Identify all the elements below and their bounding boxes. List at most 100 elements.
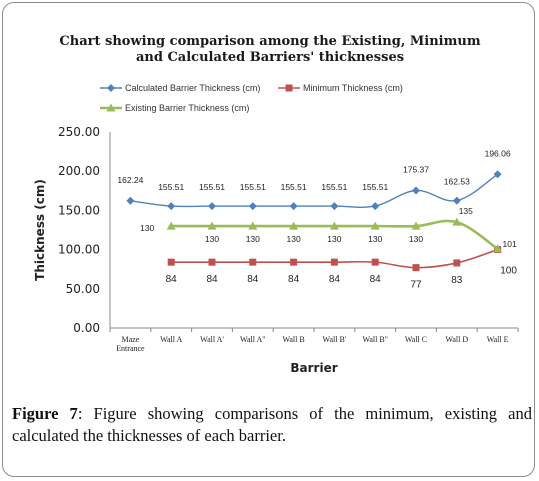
data-labels: 162.24 155.51 155.51 155.51 155.51 155.51 155.… [117,148,517,290]
x-category-label: Wall C [405,335,427,344]
x-category-label: Wall B [282,335,304,344]
legend-marker [285,84,293,92]
legend-label: Calculated Barrier Thickness (cm) [125,83,260,93]
series-1 [126,170,502,211]
data-point [167,202,176,211]
series-line [130,173,498,209]
data-label: 130 [327,234,341,244]
y-tick-label: 200.00 [58,164,100,178]
series-2 [167,246,502,272]
data-point [248,202,257,211]
data-point [370,221,380,230]
data-label: 84 [166,274,178,285]
y-tick-label: 150.00 [58,203,100,217]
data-label: 84 [370,274,382,285]
chart-legend: Calculated Barrier Thickness (cm) Minimum… [100,83,403,113]
x-category-label: Wall D [445,335,468,344]
data-point [371,258,379,266]
data-point [330,202,339,211]
data-label: 130 [205,234,219,244]
data-point [411,221,421,230]
data-label: 155.51 [321,182,347,192]
legend-marker [106,103,116,112]
series-3 [166,217,503,253]
data-label: 162.53 [444,177,470,187]
legend-marker [107,84,115,92]
data-label: 155.51 [240,182,266,192]
x-category-label: Entrance [116,344,145,353]
legend-item: Minimum Thickness (cm) [278,83,403,93]
data-label: 155.51 [158,182,184,192]
x-axis-title: Barrier [290,361,337,375]
data-point [412,186,420,195]
data-label: 155.51 [199,182,225,192]
figure-caption-label: Figure 7 [12,404,78,423]
data-label: 84 [288,274,300,285]
data-point [208,202,216,211]
data-point [371,202,380,211]
chart-title-line-2: and Calculated Barriers' thicknesses [135,50,405,65]
y-axis-title: Thickness (cm) [33,179,47,281]
data-label: 130 [246,234,260,244]
x-category-label: Wall E [487,335,509,344]
x-category-label: Wall A" [240,335,266,344]
x-category-label: Maze [122,335,140,344]
y-tick-label: 100.00 [58,243,100,257]
chart-series [126,170,503,272]
chart-title: Chart showing comparison among the Exist… [40,34,500,66]
legend-item: Calculated Barrier Thickness (cm) [100,83,260,93]
legend-label: Minimum Thickness (cm) [303,83,403,93]
chart-title-line-1: Chart showing comparison among the Exist… [59,34,481,49]
figure-frame [2,2,535,477]
x-category-label: Wall A [160,335,182,344]
data-label: 100 [500,266,517,277]
data-point [126,196,135,205]
figure-caption: Figure 7: Figure showing comparisons of … [12,403,532,447]
legend-label: Existing Barrier Thickness (cm) [125,103,249,113]
data-point [330,258,338,266]
data-label: 83 [451,275,463,286]
data-label: 77 [410,280,422,291]
line-chart: Calculated Barrier Thickness (cm) Minimum… [33,83,519,375]
data-point [453,259,461,267]
data-label: 84 [329,274,341,285]
y-tick-label: 0.00 [73,321,100,335]
data-point [329,221,339,230]
data-point [207,221,217,230]
data-label: 162.24 [117,175,143,185]
data-label: 130 [140,223,154,233]
data-point [248,221,258,230]
x-category-label: Wall B" [362,335,388,344]
data-point [493,170,502,179]
y-tick-label: 50.00 [66,282,100,296]
data-label: 84 [247,274,259,285]
x-category-label: Wall B' [323,335,347,344]
data-point [493,244,503,253]
y-tick-labels: 0.00 50.00 100.00 150.00 200.00 250.00 [58,125,100,335]
data-point [249,258,257,266]
data-point [208,258,216,266]
figure-caption-text: : Figure showing comparisons of the mini… [12,404,532,445]
data-label: 135 [459,206,473,216]
data-point [289,202,298,211]
data-point [167,258,175,266]
data-point [290,258,298,266]
data-label: 130 [287,234,301,244]
data-point [412,264,420,272]
data-label: 101 [503,239,517,249]
data-point [452,196,461,205]
legend-item: Existing Barrier Thickness (cm) [100,103,249,113]
data-label: 175.37 [403,165,429,175]
chart-axes [109,132,518,329]
data-label: 196.06 [485,148,511,158]
data-point [166,221,176,230]
data-label: 155.51 [362,182,388,192]
data-label: 155.51 [281,182,307,192]
x-category-label: Wall A' [200,335,224,344]
y-tick-label: 250.00 [58,125,100,139]
data-point [452,217,462,226]
data-label: 130 [409,234,423,244]
data-label: 84 [206,274,218,285]
data-label: 130 [368,234,382,244]
